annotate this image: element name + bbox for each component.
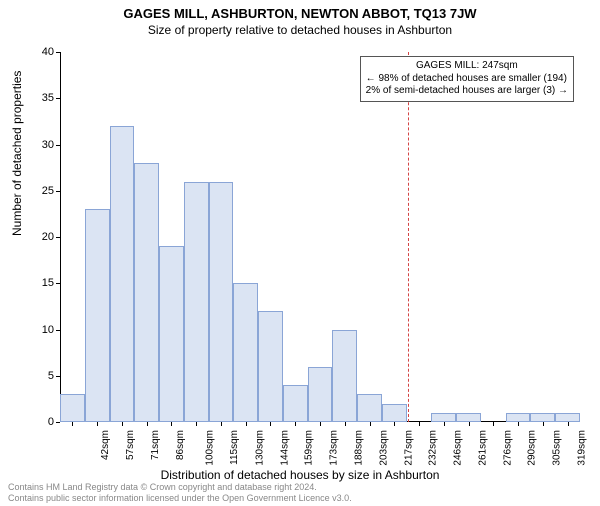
x-tick-mark: [345, 422, 346, 426]
x-tick-mark: [394, 422, 395, 426]
x-tick-label: 57sqm: [125, 430, 136, 460]
x-tick-mark: [147, 422, 148, 426]
plot-area: 0510152025303540 42sqm57sqm71sqm86sqm100…: [60, 52, 580, 422]
histogram-bar: [233, 283, 258, 422]
footer-line2: Contains public sector information licen…: [8, 493, 352, 504]
x-tick-label: 203sqm: [378, 430, 389, 466]
x-tick-mark: [320, 422, 321, 426]
x-tick-label: 130sqm: [255, 430, 266, 466]
x-tick-mark: [518, 422, 519, 426]
x-tick-label: 115sqm: [229, 430, 240, 465]
y-tick-label: 10: [24, 324, 54, 336]
x-tick-mark: [295, 422, 296, 426]
histogram-bar: [134, 163, 159, 422]
y-axis-label: Number of detached properties: [10, 71, 24, 236]
y-tick-label: 40: [24, 46, 54, 58]
chart-title: GAGES MILL, ASHBURTON, NEWTON ABBOT, TQ1…: [0, 6, 600, 21]
y-tick-mark: [56, 98, 60, 99]
y-tick-label: 15: [24, 277, 54, 289]
y-tick-mark: [56, 191, 60, 192]
x-tick-label: 246sqm: [453, 430, 464, 466]
y-tick-mark: [56, 330, 60, 331]
histogram-bar: [530, 413, 555, 422]
histogram-bar: [357, 394, 382, 422]
y-tick-label: 0: [24, 416, 54, 428]
x-tick-mark: [568, 422, 569, 426]
x-tick-label: 144sqm: [279, 430, 290, 466]
histogram-bar: [506, 413, 531, 422]
histogram-bar: [110, 126, 135, 422]
histogram-bar: [308, 367, 333, 423]
x-tick-label: 305sqm: [552, 430, 563, 466]
y-tick-mark: [56, 376, 60, 377]
x-tick-label: 42sqm: [100, 430, 111, 460]
x-tick-mark: [221, 422, 222, 426]
chart-subtitle: Size of property relative to detached ho…: [0, 23, 600, 37]
x-tick-mark: [171, 422, 172, 426]
x-tick-label: 261sqm: [477, 430, 488, 466]
x-tick-mark: [493, 422, 494, 426]
annotation-line1: GAGES MILL: 247sqm: [366, 60, 568, 73]
histogram-bar: [159, 246, 184, 422]
marker-line: [408, 52, 409, 422]
x-tick-mark: [72, 422, 73, 426]
histogram-bar: [555, 413, 580, 422]
x-tick-label: 100sqm: [205, 430, 216, 466]
y-tick-mark: [56, 283, 60, 284]
y-tick-label: 20: [24, 231, 54, 243]
x-tick-mark: [97, 422, 98, 426]
histogram-bar: [456, 413, 481, 422]
x-tick-label: 173sqm: [329, 430, 340, 466]
x-tick-mark: [122, 422, 123, 426]
y-tick-label: 35: [24, 92, 54, 104]
x-tick-label: 290sqm: [527, 430, 538, 466]
x-tick-mark: [370, 422, 371, 426]
x-tick-mark: [444, 422, 445, 426]
y-axis-line: [60, 52, 61, 422]
histogram-bar: [209, 182, 234, 423]
annotation-line2: ← 98% of detached houses are smaller (19…: [366, 73, 568, 86]
x-tick-label: 232sqm: [428, 430, 439, 466]
footer: Contains HM Land Registry data © Crown c…: [8, 482, 352, 504]
histogram-bar: [60, 394, 85, 422]
histogram-bar: [85, 209, 110, 422]
x-tick-label: 217sqm: [403, 430, 414, 466]
x-tick-mark: [419, 422, 420, 426]
y-tick-mark: [56, 52, 60, 53]
x-tick-label: 188sqm: [354, 430, 365, 466]
y-tick-label: 25: [24, 185, 54, 197]
x-tick-mark: [196, 422, 197, 426]
annotation-box: GAGES MILL: 247sqm ← 98% of detached hou…: [360, 56, 574, 102]
y-tick-label: 5: [24, 370, 54, 382]
x-tick-mark: [469, 422, 470, 426]
x-tick-label: 276sqm: [502, 430, 513, 466]
x-tick-mark: [270, 422, 271, 426]
y-tick-label: 30: [24, 139, 54, 151]
histogram-bar: [283, 385, 308, 422]
x-tick-label: 86sqm: [175, 430, 186, 460]
histogram-bar: [382, 404, 407, 423]
x-tick-label: 71sqm: [150, 430, 161, 460]
x-axis-label: Distribution of detached houses by size …: [0, 468, 600, 482]
histogram-bar: [332, 330, 357, 423]
x-tick-label: 159sqm: [304, 430, 315, 466]
annotation-line3: 2% of semi-detached houses are larger (3…: [366, 85, 568, 98]
x-tick-label: 319sqm: [576, 430, 587, 466]
x-tick-mark: [543, 422, 544, 426]
y-tick-mark: [56, 237, 60, 238]
y-tick-mark: [56, 422, 60, 423]
histogram-bar: [184, 182, 209, 423]
y-tick-mark: [56, 145, 60, 146]
histogram-bar: [258, 311, 283, 422]
x-tick-mark: [246, 422, 247, 426]
histogram-bar: [431, 413, 456, 422]
footer-line1: Contains HM Land Registry data © Crown c…: [8, 482, 352, 493]
